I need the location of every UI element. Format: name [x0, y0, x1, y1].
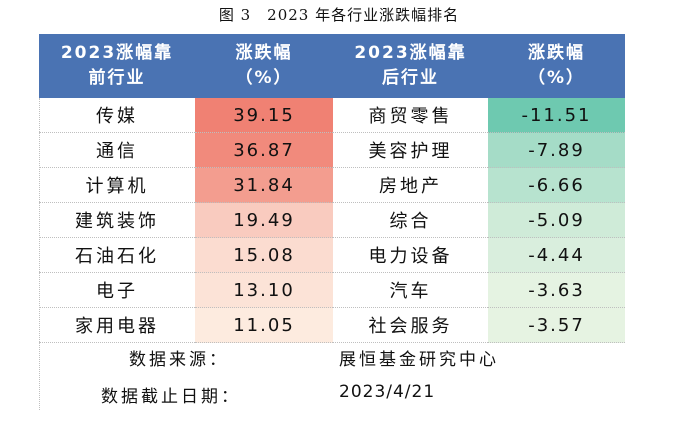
bottom-industry-cell: 汽车 [333, 272, 488, 308]
bottom-industry-cell: 美容护理 [333, 132, 488, 168]
top-change-cell: 19.49 [195, 202, 333, 238]
table-header-row: 2023涨幅靠 前行业 涨跌幅 （%） 2023涨幅靠 后行业 涨跌幅 （%） [39, 34, 625, 98]
top-change-cell: 36.87 [195, 132, 333, 168]
header-top-industry: 2023涨幅靠 前行业 [39, 34, 195, 98]
bottom-industry-cell: 商贸零售 [333, 98, 488, 133]
bottom-change-cell: -4.44 [488, 237, 625, 273]
bottom-change-cell: -5.09 [488, 202, 625, 238]
table-row: 电子 13.10 汽车 -3.63 [39, 272, 625, 308]
source-label: 数据来源： [129, 350, 229, 370]
table-row: 建筑装饰 19.49 综合 -5.09 [39, 202, 625, 238]
top-industry-cell: 计算机 [39, 167, 195, 203]
top-industry-cell: 通信 [39, 132, 195, 168]
table-left-rule [39, 98, 40, 410]
cutoff-label: 数据截止日期： [101, 387, 241, 407]
top-industry-cell: 传媒 [39, 98, 195, 133]
header-top-change: 涨跌幅 （%） [195, 34, 333, 98]
top-industry-cell: 家用电器 [39, 307, 195, 343]
table-row: 石油石化 15.08 电力设备 -4.44 [39, 237, 625, 273]
top-change-cell: 11.05 [195, 307, 333, 343]
bottom-industry-cell: 综合 [333, 202, 488, 238]
bottom-change-cell: -6.66 [488, 167, 625, 203]
top-change-cell: 31.84 [195, 167, 333, 203]
table-row: 家用电器 11.05 社会服务 -3.57 [39, 307, 625, 343]
bottom-change-cell: -3.57 [488, 307, 625, 343]
top-industry-cell: 电子 [39, 272, 195, 308]
bottom-change-cell: -3.63 [488, 272, 625, 308]
header-bottom-change: 涨跌幅 （%） [488, 34, 625, 98]
cutoff-value: 2023/4/21 [339, 382, 436, 402]
table-row: 计算机 31.84 房地产 -6.66 [39, 167, 625, 203]
table-row: 通信 36.87 美容护理 -7.89 [39, 132, 625, 168]
bottom-change-cell: -11.51 [488, 98, 625, 133]
figure-title: 图 3 2023 年各行业涨跌幅排名 [218, 6, 460, 24]
bottom-change-cell: -7.89 [488, 132, 625, 168]
table-body: 传媒 39.15 商贸零售 -11.51 通信 36.87 美容护理 -7.89 计算机 31.8… [39, 98, 625, 343]
bottom-industry-cell: 社会服务 [333, 307, 488, 343]
top-industry-cell: 石油石化 [39, 237, 195, 273]
top-change-cell: 15.08 [195, 237, 333, 273]
top-industry-cell: 建筑装饰 [39, 202, 195, 238]
bottom-industry-cell: 电力设备 [333, 237, 488, 273]
source-value: 展恒基金研究中心 [339, 350, 499, 370]
header-bottom-industry: 2023涨幅靠 后行业 [333, 34, 488, 98]
bottom-industry-cell: 房地产 [333, 167, 488, 203]
top-change-cell: 39.15 [195, 98, 333, 133]
table-row: 传媒 39.15 商贸零售 -11.51 [39, 98, 625, 133]
industry-ranking-table: 2023涨幅靠 前行业 涨跌幅 （%） 2023涨幅靠 后行业 涨跌幅 （%） … [39, 34, 625, 343]
top-change-cell: 13.10 [195, 272, 333, 308]
